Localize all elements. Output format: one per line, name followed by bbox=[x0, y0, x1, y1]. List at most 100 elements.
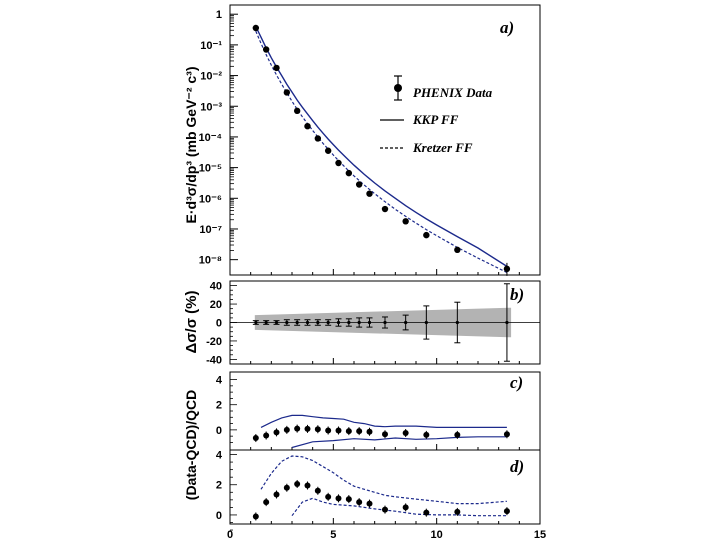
data-point bbox=[285, 320, 289, 325]
data-point bbox=[402, 504, 409, 511]
data-point bbox=[283, 426, 290, 433]
data-point bbox=[455, 320, 459, 325]
y-tick-label: 1 bbox=[216, 9, 222, 21]
y-tick-label: 4 bbox=[216, 450, 223, 462]
data-point bbox=[335, 427, 342, 434]
x-tick-label: 5 bbox=[330, 529, 336, 540]
upper-bound-curve bbox=[260, 414, 507, 428]
y-tick-label: -20 bbox=[206, 336, 222, 348]
data-point bbox=[424, 320, 428, 325]
kkp-curve bbox=[255, 26, 508, 267]
data-point bbox=[402, 218, 409, 225]
kretzer-curve bbox=[255, 30, 508, 274]
y-tick-label: 10⁻⁵ bbox=[199, 163, 222, 175]
data-point bbox=[382, 431, 388, 438]
legend: PHENIX Data KKP FF Kretzer FF bbox=[380, 75, 493, 155]
data-point bbox=[335, 495, 342, 502]
data-point bbox=[273, 64, 280, 72]
data-point bbox=[503, 431, 510, 438]
panel-d-frame bbox=[229, 449, 541, 525]
data-point bbox=[367, 320, 372, 325]
data-point bbox=[404, 320, 408, 325]
data-point bbox=[252, 435, 259, 442]
data-point bbox=[273, 429, 280, 436]
data-point bbox=[383, 320, 387, 325]
x-tick-label: 0 bbox=[227, 529, 233, 540]
data-point bbox=[264, 320, 268, 325]
data-point bbox=[423, 431, 430, 438]
data-point bbox=[254, 320, 258, 325]
y-tick-label: 10⁻² bbox=[200, 71, 222, 83]
panel-a-spectrum: 1 10⁻¹ 10⁻² 10⁻³ 10⁻⁴ 10⁻⁵ 10⁻⁶ 10⁻⁷ 10⁻⁸ bbox=[199, 4, 541, 276]
data-point bbox=[263, 432, 270, 439]
data-point bbox=[423, 509, 430, 516]
data-point bbox=[294, 480, 301, 487]
data-point bbox=[336, 320, 341, 325]
y-tick-label: 0 bbox=[216, 510, 222, 522]
data-point bbox=[325, 427, 332, 434]
data-point bbox=[295, 320, 299, 325]
y-tick-label: 10⁻⁶ bbox=[199, 193, 222, 205]
data-point bbox=[355, 181, 363, 188]
data-point bbox=[402, 430, 409, 437]
data-point bbox=[252, 24, 260, 32]
data-point bbox=[324, 147, 332, 154]
panel-d-tag: d) bbox=[510, 457, 524, 476]
data-point bbox=[325, 493, 332, 500]
data-point bbox=[503, 265, 511, 273]
y-tick-label: 10⁻⁸ bbox=[199, 255, 222, 267]
y-title-relative-error: Δσ/σ (%) bbox=[183, 291, 200, 354]
y-tick-label: 20 bbox=[210, 299, 222, 311]
y-tick-label: 2 bbox=[216, 400, 222, 412]
data-point bbox=[262, 46, 270, 53]
data-point bbox=[314, 487, 321, 494]
data-point bbox=[316, 320, 320, 325]
y-title-ratio: (Data-QCD)/QCD bbox=[183, 390, 199, 500]
y-tick-label: 10⁻¹ bbox=[200, 40, 222, 52]
x-tick-label: 10 bbox=[431, 529, 443, 540]
data-point bbox=[366, 500, 373, 507]
data-point bbox=[503, 508, 510, 515]
data-point bbox=[294, 425, 301, 432]
y-tick-label: -40 bbox=[206, 354, 222, 366]
data-point bbox=[357, 320, 361, 325]
data-point bbox=[304, 482, 311, 489]
panel-b-tag: b) bbox=[510, 285, 524, 304]
legend-label-data: PHENIX Data bbox=[413, 85, 493, 100]
data-point bbox=[314, 426, 321, 433]
upper-bound-curve bbox=[260, 455, 507, 505]
data-point bbox=[283, 89, 291, 96]
data-point bbox=[356, 428, 363, 435]
panel-a-tag: a) bbox=[500, 18, 514, 37]
data-point bbox=[454, 508, 461, 515]
data-point bbox=[326, 320, 330, 325]
panel-c-kkp-ratio: 4 2 0 bbox=[216, 371, 541, 451]
panel-d-kretzer-ratio: 4 2 00 5 10 15 bbox=[216, 449, 546, 540]
legend-label-kkp: KKP FF bbox=[412, 112, 459, 127]
y-tick-label: 10⁻⁴ bbox=[199, 132, 222, 144]
panel-b-uncertainty: 40 20 0 -20 -40 bbox=[206, 280, 541, 366]
data-point bbox=[335, 159, 342, 167]
y-tick-label: 2 bbox=[216, 480, 222, 492]
x-tick-label: 15 bbox=[534, 529, 546, 540]
data-point bbox=[345, 169, 353, 177]
data-point bbox=[454, 246, 461, 254]
legend-label-kretzer: Kretzer FF bbox=[412, 140, 473, 155]
data-point bbox=[252, 513, 259, 520]
y-tick-label: 4 bbox=[216, 375, 223, 387]
data-point bbox=[293, 107, 301, 115]
data-point bbox=[366, 428, 373, 435]
panel-c-frame bbox=[229, 371, 541, 451]
panel-c-tag: c) bbox=[510, 373, 523, 392]
data-point bbox=[366, 190, 373, 197]
data-point bbox=[263, 499, 270, 506]
lower-bound-curve bbox=[291, 497, 507, 517]
data-point bbox=[423, 231, 430, 239]
y-title-cross-section: E·d³σ/dp³ (mb GeV⁻² c³) bbox=[183, 67, 199, 224]
y-tick-label: 40 bbox=[210, 281, 222, 293]
data-point bbox=[347, 320, 351, 325]
legend-data-marker bbox=[394, 84, 402, 92]
data-point bbox=[283, 484, 290, 491]
data-point bbox=[356, 499, 363, 506]
